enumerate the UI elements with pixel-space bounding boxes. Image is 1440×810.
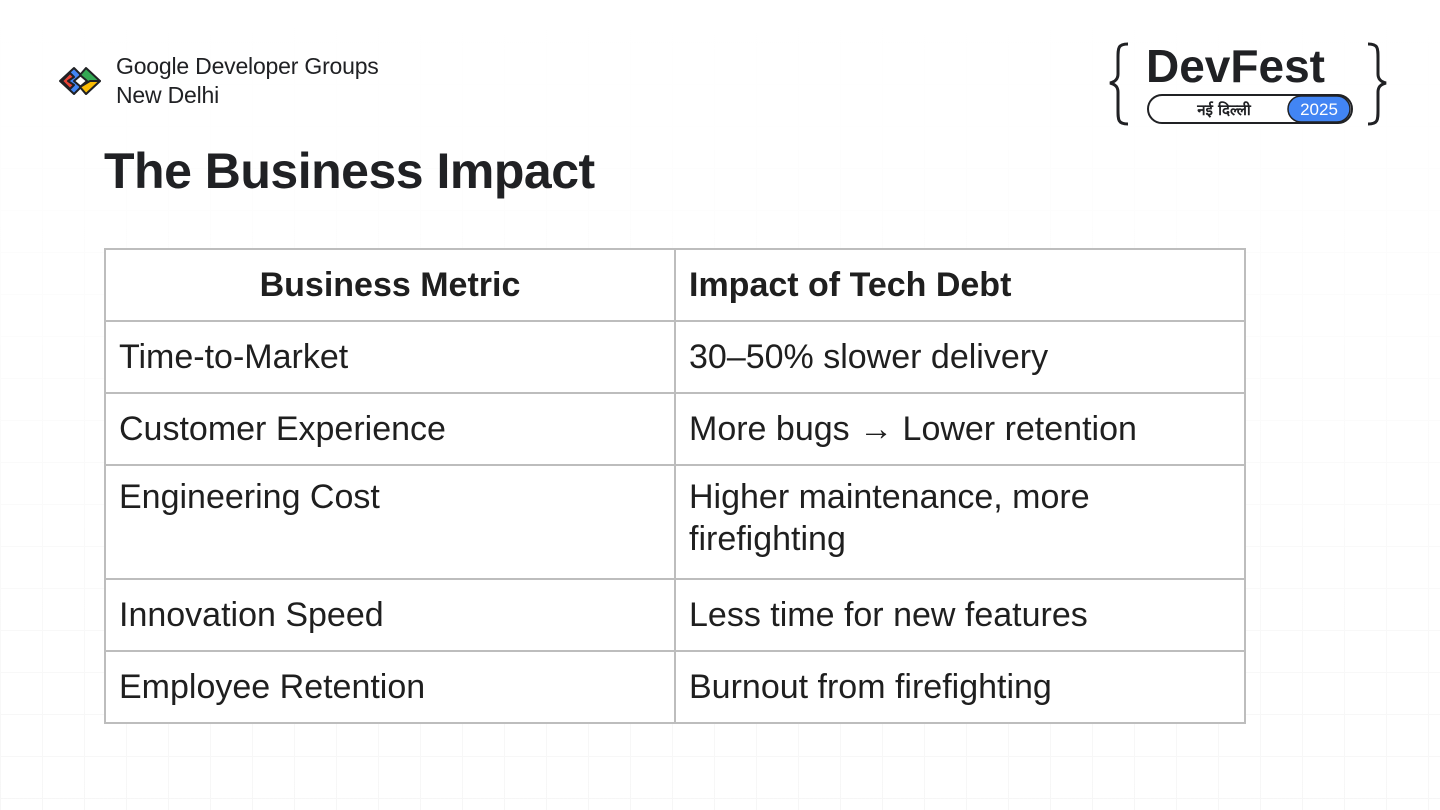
table-row: Customer Experience More bugs → Lower re…: [104, 392, 1246, 466]
table-row: Time-to-Market 30–50% slower delivery: [104, 320, 1246, 394]
impact-table: Business Metric Impact of Tech Debt Time…: [104, 248, 1246, 724]
gdg-chapter: New Delhi: [116, 82, 220, 108]
table-row: Employee Retention Burnout from firefigh…: [104, 650, 1246, 724]
table-row: Engineering Cost Higher maintenance, mor…: [104, 464, 1246, 580]
header-impact: Impact of Tech Debt: [674, 248, 1246, 322]
devfest-city: नई दिल्ली: [1196, 101, 1252, 119]
devfest-year-pill: [1287, 95, 1351, 123]
impact-cell: 30–50% slower delivery: [674, 320, 1246, 394]
gdg-name: Google Developer Groups: [116, 53, 379, 79]
metric-cell: Engineering Cost: [104, 464, 676, 580]
devfest-logo: DevFest नई दिल्ली 2025: [1106, 40, 1390, 126]
metric-cell: Customer Experience: [104, 392, 676, 466]
slide-title: The Business Impact: [104, 143, 595, 199]
gdg-brackets-icon: [59, 67, 101, 95]
devfest-year: 2025: [1300, 100, 1338, 119]
metric-cell: Time-to-Market: [104, 320, 676, 394]
devfest-title: DevFest: [1146, 40, 1325, 92]
impact-cell: More bugs → Lower retention: [674, 392, 1246, 466]
impact-cell: Less time for new features: [674, 578, 1246, 652]
impact-cell: Burnout from firefighting: [674, 650, 1246, 724]
table-header-row: Business Metric Impact of Tech Debt: [104, 248, 1246, 322]
left-brace-icon: [1109, 42, 1129, 126]
right-brace-icon: [1367, 42, 1387, 126]
header-business-metric: Business Metric: [104, 248, 676, 322]
table-row: Innovation Speed Less time for new featu…: [104, 578, 1246, 652]
impact-cell: Higher maintenance, more firefighting: [674, 464, 1246, 580]
metric-cell: Innovation Speed: [104, 578, 676, 652]
metric-cell: Employee Retention: [104, 650, 676, 724]
gdg-logo: Google Developer Groups New Delhi: [56, 52, 379, 110]
